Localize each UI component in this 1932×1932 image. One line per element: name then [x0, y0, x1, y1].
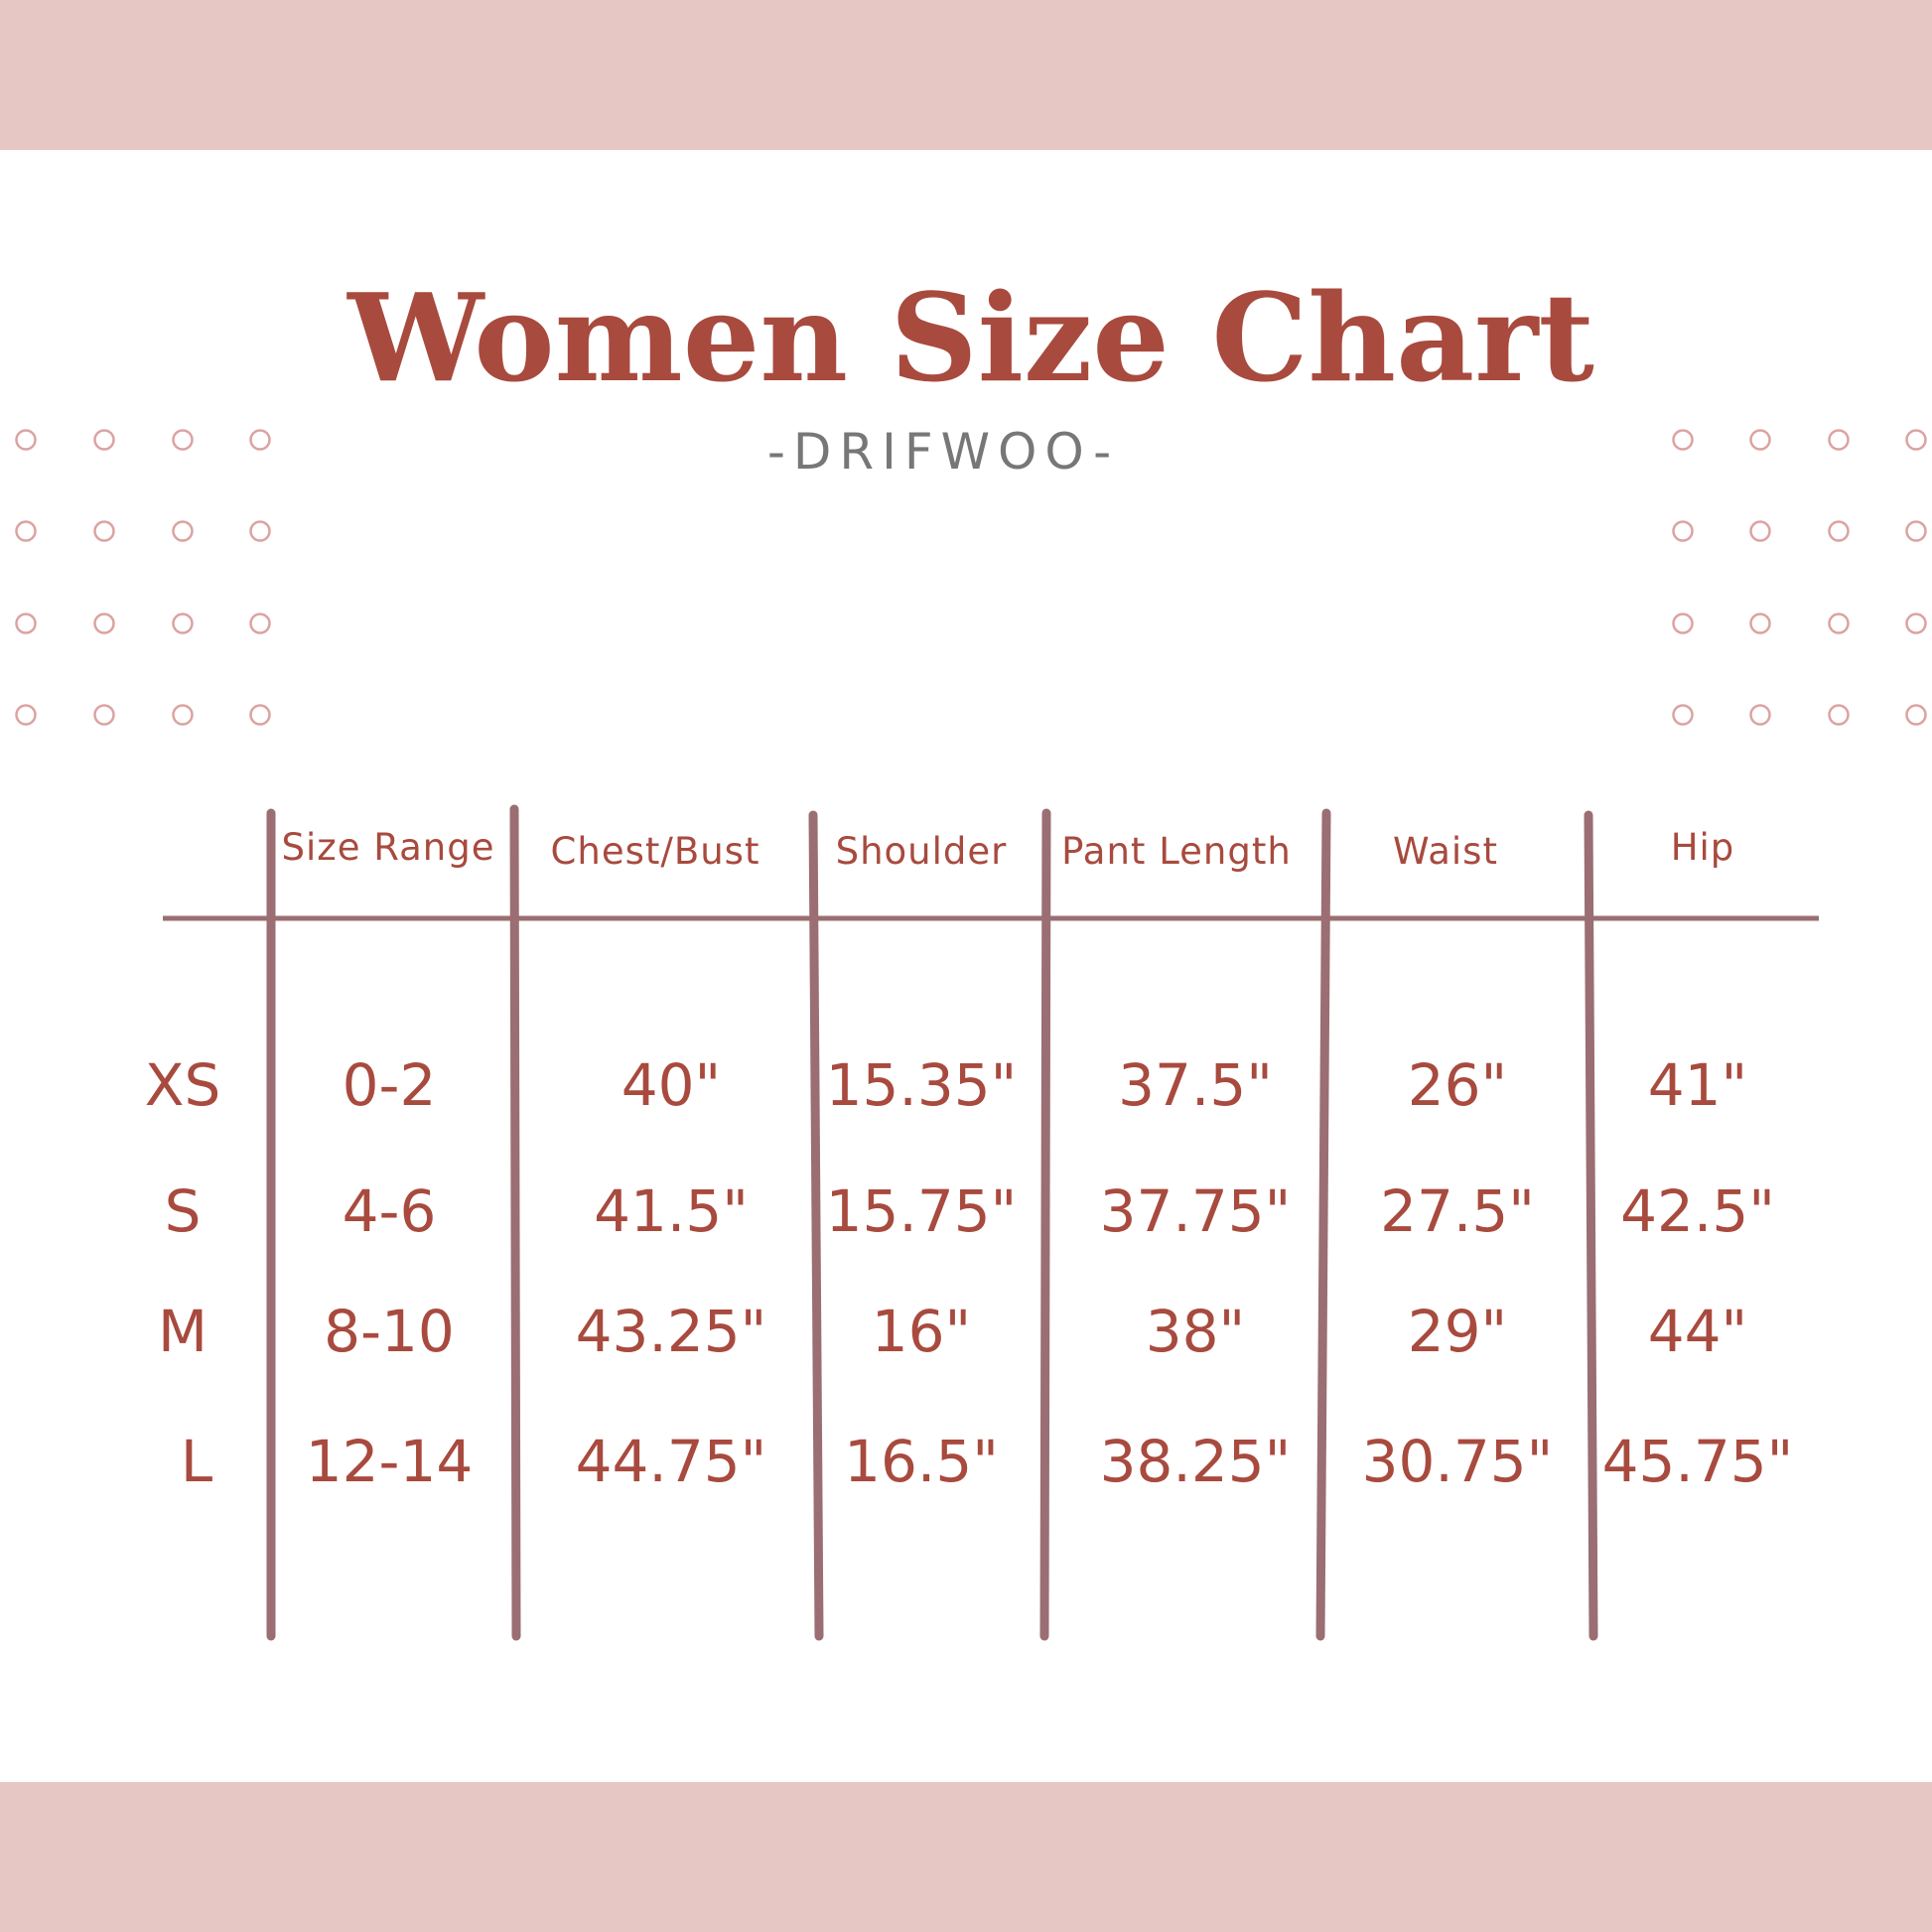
table-cell: 29"	[1408, 1298, 1507, 1365]
table-cell: 41.5"	[594, 1177, 749, 1245]
bottom-band	[0, 1782, 1932, 1932]
column-divider	[509, 804, 521, 1641]
table-row: M 8-10 43.25" 16" 38" 29" 44"	[158, 1298, 1747, 1365]
dot-icon	[1828, 520, 1850, 542]
dot-icon	[1672, 520, 1694, 542]
dot-icon	[1749, 704, 1771, 726]
dot-icon	[1905, 429, 1927, 451]
size-label: S	[165, 1177, 202, 1245]
table-cell: 38"	[1146, 1298, 1245, 1365]
table-cell: 38.25"	[1100, 1428, 1292, 1495]
column-divider	[1315, 808, 1331, 1641]
table-grid	[163, 804, 1819, 1641]
dot-icon	[1905, 704, 1927, 726]
column-header: Chest/Bust	[551, 830, 760, 873]
top-band	[0, 0, 1932, 150]
size-label: L	[181, 1428, 212, 1495]
dot-icon	[249, 429, 271, 451]
dot-icon	[15, 429, 37, 451]
table-cell: 37.75"	[1100, 1177, 1292, 1245]
dot-icon	[172, 704, 194, 726]
dot-icon	[1905, 520, 1927, 542]
table-cell: 12-14	[306, 1428, 474, 1495]
dot-icon	[93, 429, 115, 451]
table-row: XS 0-2 40" 15.35" 37.5" 26" 41"	[145, 1051, 1748, 1119]
column-header: Hip	[1671, 826, 1735, 869]
dot-icon	[172, 613, 194, 634]
column-header: Waist	[1393, 830, 1498, 873]
column-header: Pant Length	[1061, 830, 1292, 873]
dot-icon	[1749, 520, 1771, 542]
table-body: XS 0-2 40" 15.35" 37.5" 26" 41" S 4-6 41.5" 15.75"…	[145, 1051, 1794, 1495]
dot-icon	[1828, 613, 1850, 634]
dot-icon	[1672, 704, 1694, 726]
table-row: S 4-6 41.5" 15.75" 37.75" 27.5" 42.5"	[165, 1177, 1775, 1245]
table-cell: 16.5"	[844, 1428, 999, 1495]
column-divider	[1039, 808, 1051, 1641]
dot-icon	[249, 613, 271, 634]
column-header: Size Range	[282, 826, 495, 869]
dot-icon	[1749, 613, 1771, 634]
table-row: L 12-14 44.75" 16.5" 38.25" 30.75" 45.75"	[181, 1428, 1794, 1495]
table-cell: 42.5"	[1620, 1177, 1775, 1245]
dot-icon	[1905, 613, 1927, 634]
dot-icon	[172, 429, 194, 451]
size-label: XS	[145, 1051, 221, 1119]
table-cell: 16"	[872, 1298, 971, 1365]
table-cell: 26"	[1408, 1051, 1507, 1119]
dot-icon	[15, 613, 37, 634]
dot-icon	[15, 520, 37, 542]
dot-icon	[93, 520, 115, 542]
table-cell: 15.35"	[826, 1051, 1018, 1119]
table-cell: 41"	[1648, 1051, 1747, 1119]
table-cell: 40"	[621, 1051, 721, 1119]
table-cell: 44.75"	[576, 1428, 767, 1495]
dot-icon	[1828, 429, 1850, 451]
dot-icon	[1672, 613, 1694, 634]
table-cell: 0-2	[343, 1051, 437, 1119]
dot-icon	[15, 704, 37, 726]
dot-icon	[1828, 704, 1850, 726]
size-label: M	[158, 1298, 207, 1365]
dot-icon	[1672, 429, 1694, 451]
table-cell: 43.25"	[576, 1298, 767, 1365]
dot-icon	[93, 613, 115, 634]
dot-icon	[1749, 429, 1771, 451]
table-cell: 15.75"	[826, 1177, 1018, 1245]
decorative-dots	[15, 429, 1927, 726]
dot-icon	[249, 520, 271, 542]
table-cell: 37.5"	[1118, 1051, 1273, 1119]
table-cell: 27.5"	[1380, 1177, 1535, 1245]
column-divider	[808, 810, 824, 1641]
dot-icon	[249, 704, 271, 726]
table-cell: 45.75"	[1602, 1428, 1794, 1495]
column-divider	[1584, 810, 1598, 1641]
table-cell: 30.75"	[1362, 1428, 1554, 1495]
page-title: Women Size Chart	[345, 266, 1594, 409]
table-cell: 44"	[1648, 1298, 1747, 1365]
table-cell: 4-6	[343, 1177, 437, 1245]
brand-subtitle: -DRIFWOO-	[767, 423, 1119, 481]
table-header: Size Range Chest/Bust Shoulder Pant Length W…	[282, 826, 1735, 873]
column-header: Shoulder	[836, 830, 1008, 873]
dot-icon	[172, 520, 194, 542]
table-cell: 8-10	[324, 1298, 455, 1365]
dot-icon	[93, 704, 115, 726]
